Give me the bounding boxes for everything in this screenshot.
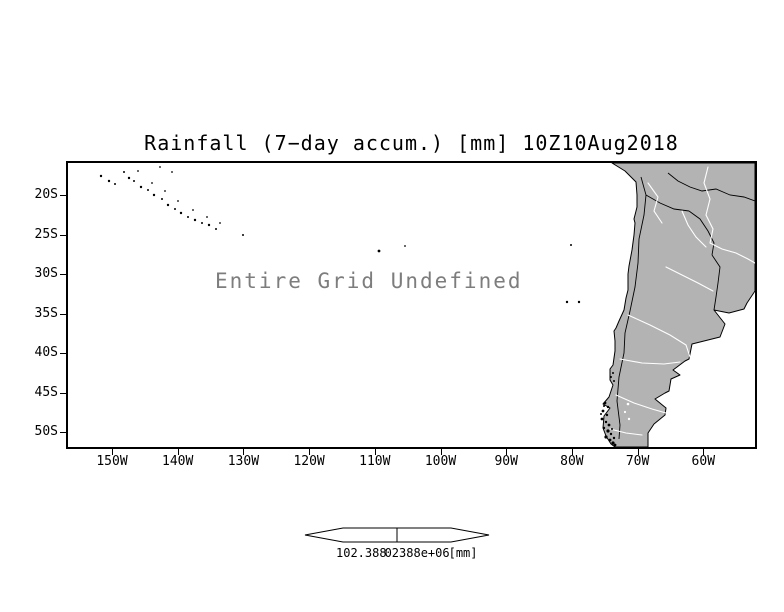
country-borders <box>616 172 755 440</box>
x-axis-tick <box>572 449 573 455</box>
x-axis-tick <box>375 449 376 455</box>
river-santa-cruz <box>609 428 643 436</box>
x-axis-label: 120W <box>293 454 325 469</box>
pitcairn-island <box>242 234 244 236</box>
x-axis-label: 80W <box>560 454 584 469</box>
river-parana <box>709 242 755 264</box>
y-axis-label: 45S <box>34 384 58 400</box>
colorbar-labels: 102.38802388e+06[mm] <box>336 546 478 560</box>
paraguay-border <box>688 210 715 256</box>
easter-island <box>377 249 381 253</box>
y-axis-tick <box>60 314 66 315</box>
sala-y-gomez <box>404 245 406 247</box>
river-chubut <box>615 394 667 414</box>
river-colorado <box>627 314 691 358</box>
river-paraguay <box>703 166 714 244</box>
y-axis-label: 50S <box>34 424 58 439</box>
river-salado <box>665 266 714 292</box>
landmass <box>602 163 755 447</box>
colorbar <box>304 527 490 543</box>
y-axis-tick <box>60 432 66 433</box>
map-svg <box>99 163 755 447</box>
y-axis-tick <box>60 353 66 354</box>
pacific-islands <box>99 166 581 304</box>
bolivia-argentina-border <box>645 194 690 212</box>
chile-argentina-border <box>616 176 647 440</box>
x-axis-tick <box>112 449 113 455</box>
y-axis-label: 35S <box>34 305 58 321</box>
y-axis-tick <box>60 195 66 196</box>
uruguay-river-border <box>711 254 721 311</box>
y-axis-label: 20S <box>34 187 58 202</box>
y-axis-label: 25S <box>34 226 58 242</box>
x-axis-tick <box>178 449 179 455</box>
fjord-specks <box>600 372 617 447</box>
y-axis-label: 40S <box>34 345 58 360</box>
bolivia-brazil-border <box>667 172 755 202</box>
x-axis-label: 130W <box>227 454 260 469</box>
x-axis-label: 150W <box>96 454 128 469</box>
undefined-grid-text: Entire Grid Undefined <box>215 269 523 293</box>
x-axis-label: 60W <box>691 454 716 469</box>
y-axis-tick <box>60 235 66 236</box>
y-axis-tick <box>60 274 66 275</box>
river-bermejo <box>681 210 707 248</box>
x-axis-label: 90W <box>494 454 518 469</box>
x-axis-label: 70W <box>625 454 650 469</box>
x-axis-label: 140W <box>162 454 194 469</box>
y-axis-label: 30S <box>34 266 58 281</box>
san-felix-island <box>570 244 572 246</box>
x-axis-tick <box>441 449 442 455</box>
y-axis-tick <box>60 393 66 394</box>
rivers <box>609 166 755 436</box>
x-axis-tick <box>506 449 507 455</box>
x-axis-tick <box>703 449 704 455</box>
river-negro <box>619 358 681 365</box>
x-axis-label: 110W <box>359 454 391 469</box>
plot-area <box>66 161 757 449</box>
south-america-polygon <box>602 163 755 447</box>
chart-title: Rainfall (7−day accum.) [mm] 10Z10Aug201… <box>144 131 679 155</box>
x-axis-label: 100W <box>424 454 457 469</box>
juan-fernandez-islands <box>565 300 569 304</box>
river-pilcomayo <box>647 182 663 224</box>
andes-lakes <box>623 402 631 421</box>
x-axis-tick <box>243 449 244 455</box>
x-axis-tick <box>309 449 310 455</box>
colorbar-label-mid: 02388e+06 <box>384 546 450 560</box>
colorbar-label-left: 102.388 <box>336 546 387 560</box>
x-axis-tick <box>638 449 639 455</box>
colorbar-unit-label: [mm] <box>448 546 478 560</box>
